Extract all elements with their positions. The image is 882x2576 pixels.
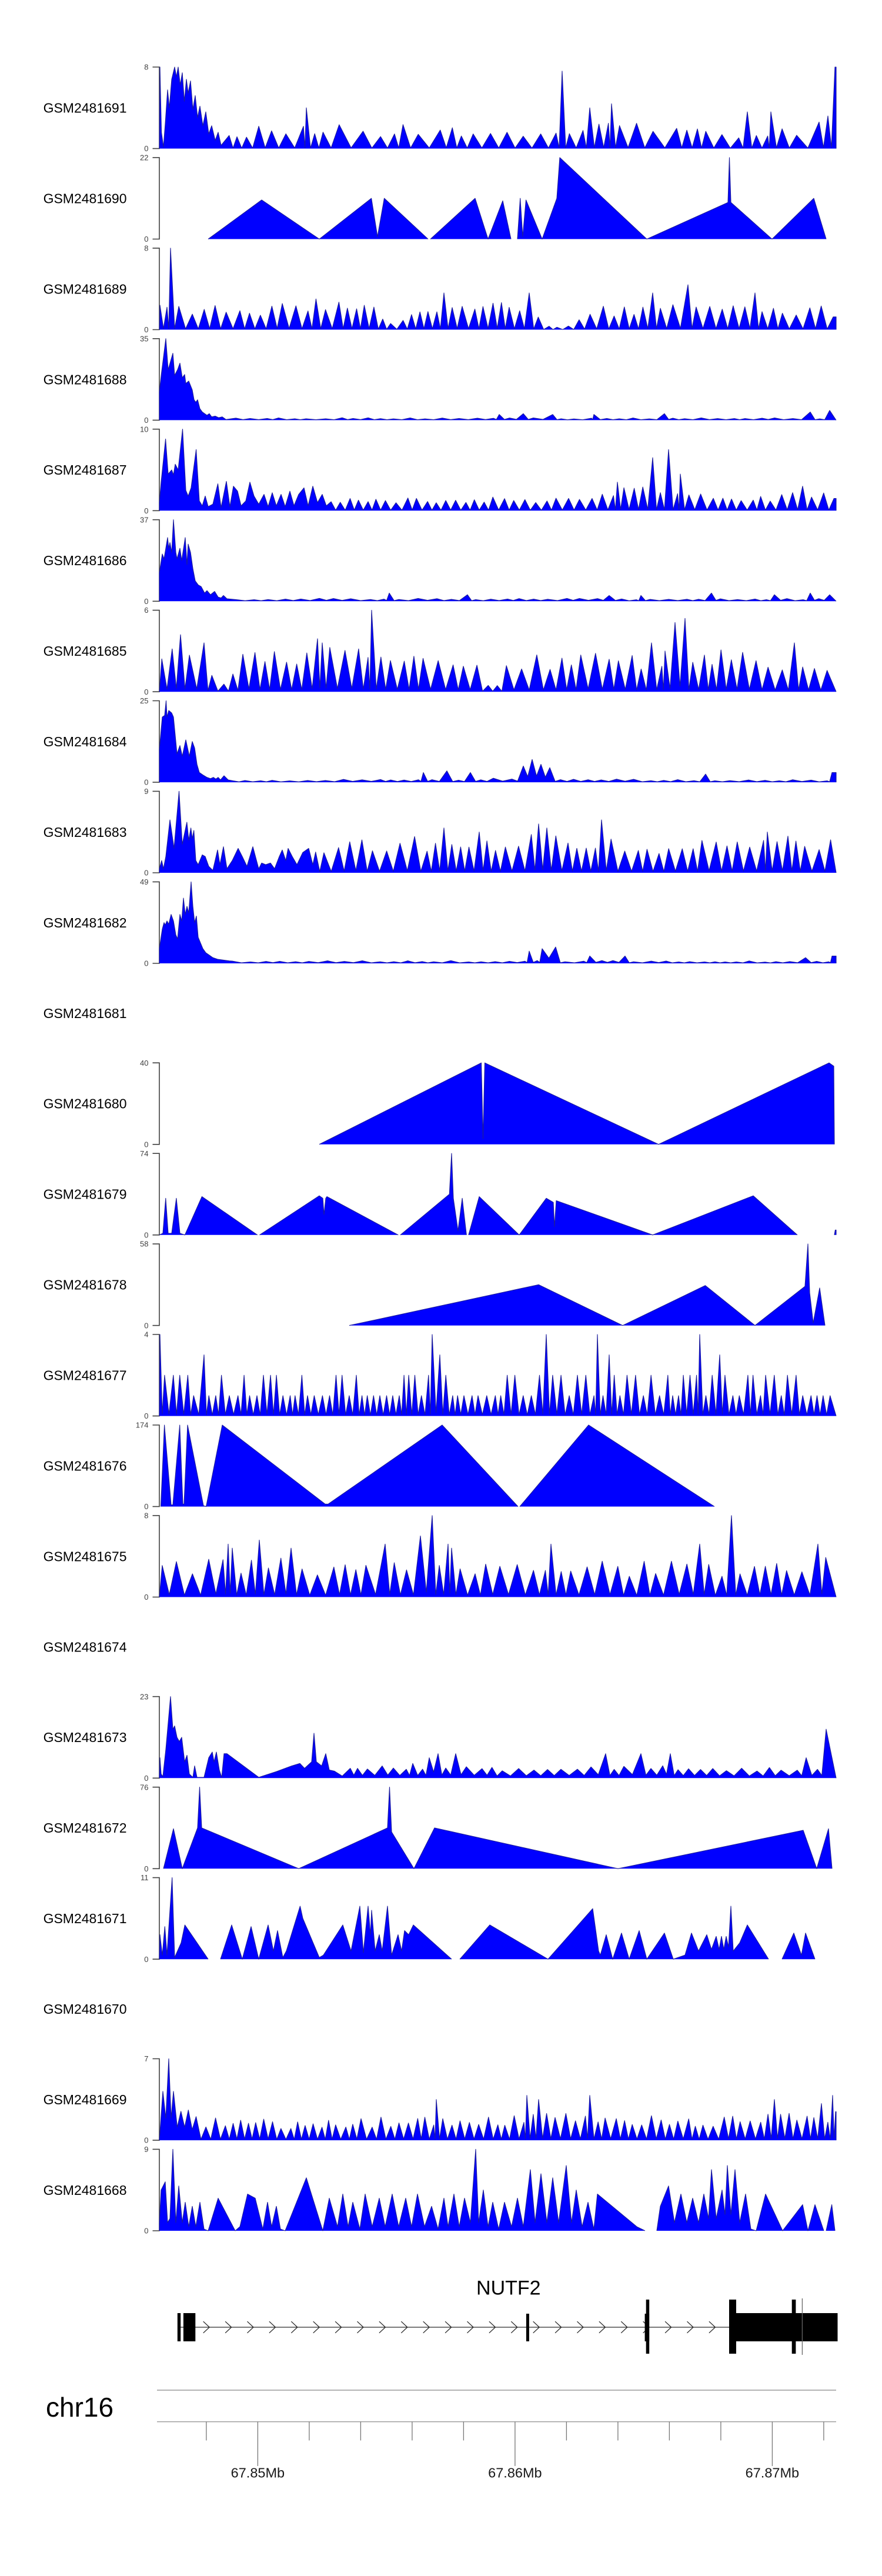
- svg-text:0: 0: [144, 1140, 148, 1149]
- svg-text:0: 0: [144, 1955, 148, 1964]
- svg-text:GSM2481676: GSM2481676: [44, 1458, 127, 1473]
- svg-text:23: 23: [140, 1692, 148, 1701]
- svg-text:37: 37: [140, 515, 148, 524]
- svg-text:9: 9: [144, 787, 148, 796]
- svg-text:0: 0: [144, 1502, 148, 1511]
- svg-text:GSM2481678: GSM2481678: [44, 1277, 127, 1293]
- svg-text:GSM2481684: GSM2481684: [44, 734, 127, 749]
- svg-text:35: 35: [140, 334, 148, 343]
- svg-text:0: 0: [144, 416, 148, 425]
- svg-text:GSM2481670: GSM2481670: [44, 2001, 127, 2017]
- svg-text:58: 58: [140, 1240, 148, 1249]
- svg-text:0: 0: [144, 235, 148, 243]
- svg-text:4: 4: [144, 1330, 148, 1339]
- svg-text:GSM2481671: GSM2481671: [44, 1911, 127, 1926]
- svg-text:GSM2481681: GSM2481681: [44, 1006, 127, 1021]
- svg-text:0: 0: [144, 959, 148, 968]
- svg-text:174: 174: [136, 1421, 149, 1430]
- svg-text:GSM2481668: GSM2481668: [44, 2183, 127, 2198]
- svg-text:chr16: chr16: [46, 2392, 113, 2422]
- svg-text:0: 0: [144, 144, 148, 153]
- svg-text:11: 11: [141, 1873, 149, 1882]
- svg-text:76: 76: [140, 1783, 148, 1791]
- svg-text:40: 40: [140, 1059, 148, 1067]
- svg-text:8: 8: [144, 1511, 148, 1520]
- svg-text:0: 0: [144, 325, 148, 334]
- svg-text:0: 0: [144, 1774, 148, 1783]
- svg-text:7: 7: [144, 2054, 148, 2063]
- svg-text:NUTF2: NUTF2: [476, 2277, 541, 2300]
- svg-text:67.87Mb: 67.87Mb: [746, 2465, 799, 2481]
- svg-text:GSM2481675: GSM2481675: [44, 1549, 127, 1564]
- svg-text:GSM2481687: GSM2481687: [44, 462, 127, 478]
- svg-text:9: 9: [144, 2145, 148, 2154]
- svg-text:49: 49: [140, 877, 148, 886]
- svg-text:10: 10: [140, 425, 148, 433]
- svg-text:25: 25: [140, 696, 148, 705]
- svg-text:GSM2481679: GSM2481679: [44, 1187, 127, 1202]
- svg-text:GSM2481691: GSM2481691: [44, 101, 127, 116]
- svg-text:GSM2481673: GSM2481673: [44, 1730, 127, 1745]
- svg-text:22: 22: [140, 154, 148, 162]
- svg-text:67.86Mb: 67.86Mb: [488, 2465, 542, 2481]
- svg-text:GSM2481680: GSM2481680: [44, 1096, 127, 1112]
- svg-text:GSM2481686: GSM2481686: [44, 553, 127, 568]
- svg-text:GSM2481674: GSM2481674: [44, 1639, 127, 1654]
- svg-text:67.85Mb: 67.85Mb: [231, 2465, 285, 2481]
- svg-text:0: 0: [144, 869, 148, 877]
- svg-text:GSM2481685: GSM2481685: [44, 643, 127, 659]
- svg-text:0: 0: [144, 597, 148, 606]
- svg-text:0: 0: [144, 1321, 148, 1330]
- svg-text:0: 0: [144, 1864, 148, 1873]
- svg-text:0: 0: [144, 2227, 148, 2235]
- svg-text:0: 0: [144, 2136, 148, 2145]
- svg-text:8: 8: [144, 244, 148, 253]
- svg-text:GSM2481683: GSM2481683: [44, 825, 127, 840]
- svg-text:6: 6: [144, 606, 148, 615]
- svg-text:0: 0: [144, 1230, 148, 1239]
- svg-text:GSM2481677: GSM2481677: [44, 1368, 127, 1383]
- svg-text:0: 0: [144, 778, 148, 787]
- svg-text:GSM2481672: GSM2481672: [44, 1820, 127, 1836]
- svg-text:8: 8: [144, 63, 148, 72]
- svg-text:GSM2481688: GSM2481688: [44, 372, 127, 387]
- svg-text:74: 74: [140, 1149, 148, 1158]
- svg-text:0: 0: [144, 688, 148, 696]
- svg-text:GSM2481689: GSM2481689: [44, 281, 127, 296]
- svg-text:0: 0: [144, 1593, 148, 1601]
- svg-text:GSM2481669: GSM2481669: [44, 2092, 127, 2107]
- svg-text:GSM2481682: GSM2481682: [44, 915, 127, 930]
- svg-text:GSM2481690: GSM2481690: [44, 191, 127, 206]
- svg-text:0: 0: [144, 1412, 148, 1420]
- svg-text:0: 0: [144, 506, 148, 515]
